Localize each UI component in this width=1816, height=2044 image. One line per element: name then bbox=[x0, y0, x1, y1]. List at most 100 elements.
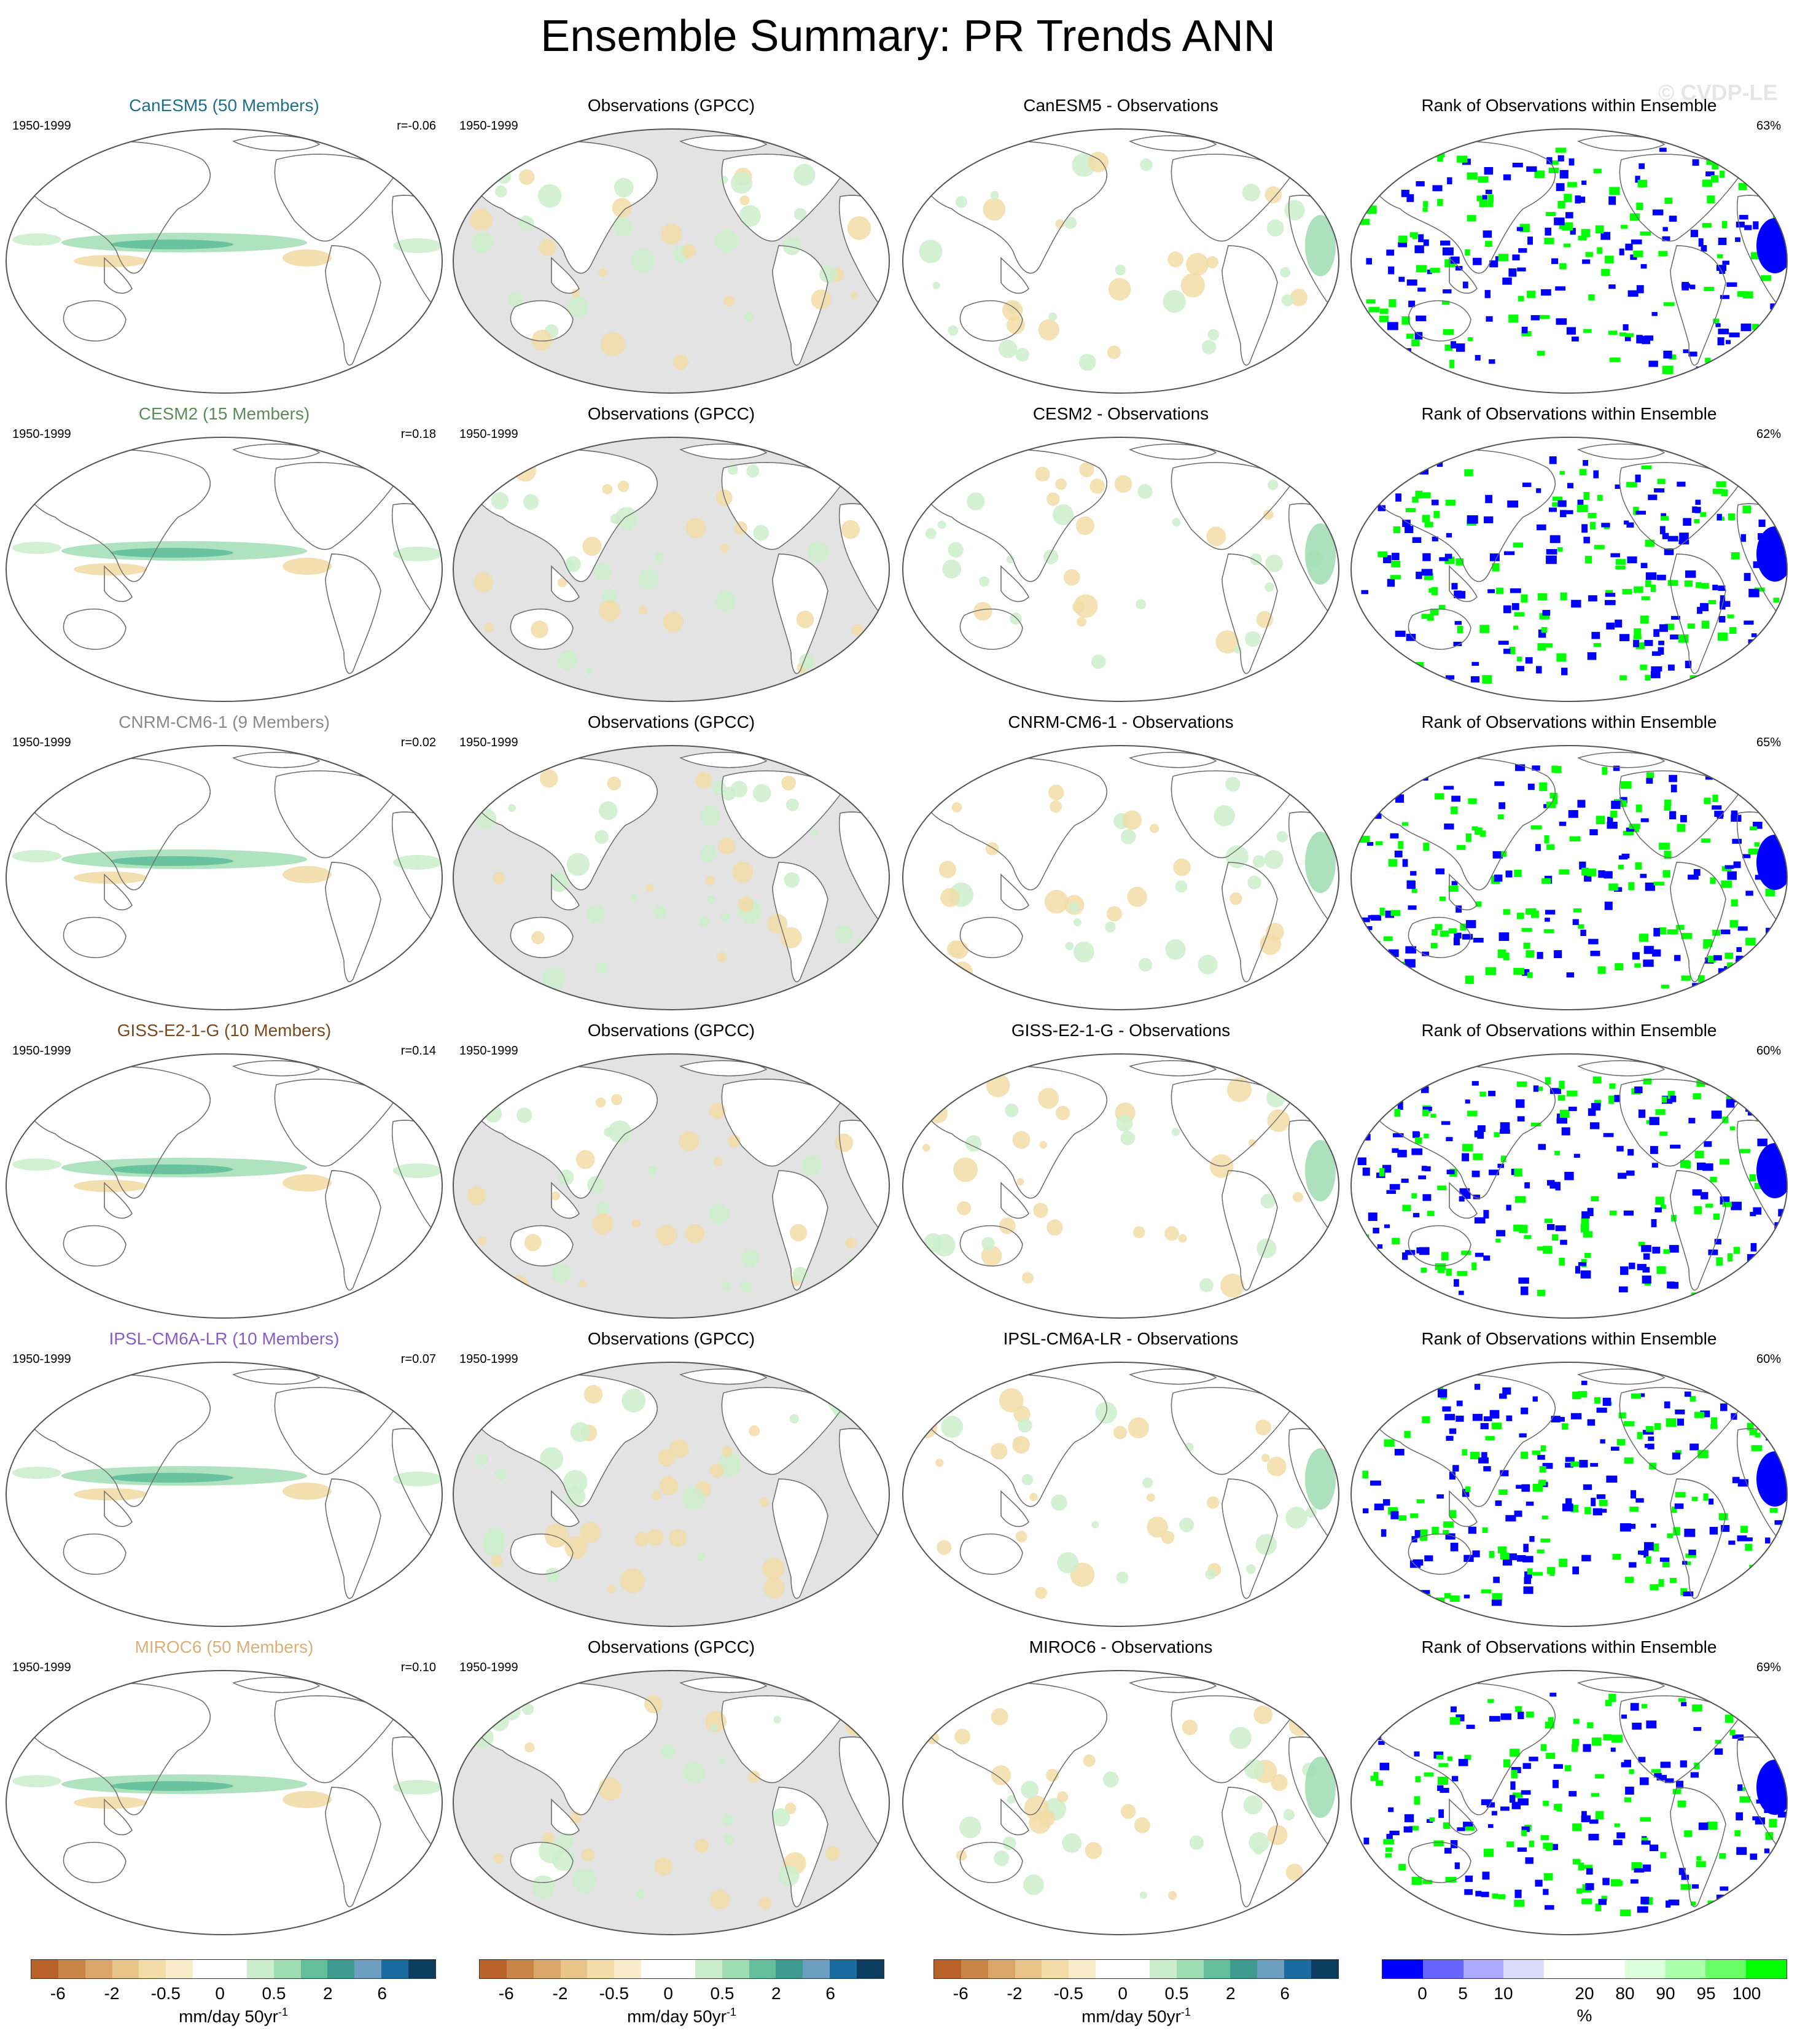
colorbar-swatch bbox=[533, 1960, 561, 1978]
colorbar-swatch bbox=[354, 1960, 382, 1978]
correlation-label: r=0.07 bbox=[400, 1352, 436, 1366]
obs-panel: Observations (GPCC) 1950-1999 bbox=[447, 1325, 895, 1632]
rank-panel: Rank of Observations within Ensemble 60% bbox=[1345, 1325, 1793, 1632]
rank-panel-title: Rank of Observations within Ensemble bbox=[1421, 712, 1717, 731]
obs-panel: Observations (GPCC) 1950-1999 bbox=[447, 1017, 895, 1324]
colorbar-swatch bbox=[85, 1960, 112, 1978]
page-title: Ensemble Summary: PR Trends ANN bbox=[540, 12, 1276, 61]
model-panel-title: CNRM-CM6-1 (9 Members) bbox=[119, 712, 330, 731]
colorbar-swatch bbox=[327, 1960, 355, 1978]
colorbar-swatch bbox=[560, 1960, 588, 1978]
period-label: 1950-1999 bbox=[12, 1661, 71, 1674]
rank-map bbox=[1350, 1362, 1788, 1627]
colorbar-tick: 0.5 bbox=[710, 1984, 735, 2003]
diff-map bbox=[902, 128, 1339, 394]
correlation-label: r=0.02 bbox=[400, 736, 436, 749]
diff-map bbox=[902, 745, 1339, 1010]
diff-map bbox=[902, 437, 1339, 702]
colorbar-tick: 0.5 bbox=[1164, 1984, 1189, 2003]
colorbar-swatch bbox=[480, 1960, 507, 1978]
period-label: 1950-1999 bbox=[459, 119, 518, 133]
colorbar-swatch bbox=[1203, 1960, 1231, 1978]
rank-map bbox=[1350, 745, 1788, 1010]
model-panel: CanESM5 (50 Members) 1950-1999 r=-0.06 bbox=[0, 92, 448, 399]
colorbar-tick: 2 bbox=[322, 1984, 333, 2003]
colorbar: -6 -2 -0.5 0 0.5 2 6 mm/day 50yr-1 bbox=[31, 1959, 436, 2027]
colorbar-swatch bbox=[722, 1960, 749, 1978]
diff-panel-title: CNRM-CM6-1 - Observations bbox=[1008, 712, 1234, 731]
diff-panel-title: CanESM5 - Observations bbox=[1023, 96, 1218, 115]
colorbar-tick: 0 bbox=[1118, 1984, 1128, 2003]
obs-panel-title: Observations (GPCC) bbox=[587, 1329, 755, 1348]
model-panel-title: CESM2 (15 Members) bbox=[138, 404, 310, 423]
rank-percent: 60% bbox=[1756, 1352, 1781, 1366]
colorbar-swatch bbox=[1544, 1960, 1584, 1978]
colorbar-tick: -0.5 bbox=[1053, 1984, 1083, 2003]
period-label: 1950-1999 bbox=[12, 119, 71, 133]
colorbar-tick: 6 bbox=[825, 1984, 836, 2003]
colorbar-tick: -2 bbox=[104, 1984, 120, 2003]
colorbar-swatch bbox=[749, 1960, 776, 1978]
colorbar-swatch bbox=[166, 1960, 193, 1978]
colorbar-tick: 80 bbox=[1615, 1984, 1635, 2003]
panel-row: CESM2 (15 Members) 1950-1999 r=0.18 Observa… bbox=[0, 400, 1816, 708]
colorbar-tick: 90 bbox=[1656, 1984, 1675, 2003]
rank-percent: 69% bbox=[1756, 1661, 1781, 1674]
colorbar-swatch bbox=[641, 1960, 669, 1978]
period-label: 1950-1999 bbox=[12, 1044, 71, 1058]
colorbar-swatch bbox=[857, 1960, 884, 1978]
colorbar-swatch bbox=[1665, 1960, 1706, 1978]
colorbar-swatch bbox=[58, 1960, 85, 1978]
obs-panel: Observations (GPCC) 1950-1999 bbox=[447, 92, 895, 399]
panel-row: MIROC6 (50 Members) 1950-1999 r=0.10 Observ… bbox=[0, 1634, 1816, 1941]
colorbar-tick: 100 bbox=[1732, 1984, 1761, 2003]
colorbar-swatch bbox=[1624, 1960, 1666, 1978]
colorbar-units: mm/day 50yr-1 bbox=[1081, 2006, 1191, 2026]
colorbar-swatch bbox=[1422, 1960, 1463, 1978]
model-panel-title: MIROC6 (50 Members) bbox=[134, 1637, 314, 1656]
colorbar-swatch bbox=[1015, 1960, 1042, 1978]
obs-panel: Observations (GPCC) 1950-1999 bbox=[447, 709, 895, 1016]
panel-row: GISS-E2-1-G (10 Members) 1950-1999 r=0.14 O… bbox=[0, 1017, 1816, 1324]
period-label: 1950-1999 bbox=[459, 1044, 518, 1058]
colorbar-tick: 10 bbox=[1494, 1984, 1513, 2003]
colorbar-swatch bbox=[31, 1960, 58, 1978]
colorbar-swatch bbox=[1463, 1960, 1504, 1978]
colorbar-swatch bbox=[1096, 1960, 1123, 1978]
obs-panel-title: Observations (GPCC) bbox=[587, 1637, 755, 1656]
colorbar-swatch bbox=[587, 1960, 615, 1978]
colorbar: -6 -2 -0.5 0 0.5 2 6 mm/day 50yr-1 bbox=[479, 1959, 884, 2027]
rank-panel: Rank of Observations within Ensemble 65% bbox=[1345, 709, 1793, 1016]
colorbar-tick: -6 bbox=[50, 1984, 66, 2003]
rank-percent: 65% bbox=[1756, 736, 1781, 749]
colorbar-swatch bbox=[1284, 1960, 1312, 1978]
panel-row: CanESM5 (50 Members) 1950-1999 r=-0.06 Obse… bbox=[0, 92, 1816, 399]
model-panel-title: CanESM5 (50 Members) bbox=[129, 96, 319, 115]
colorbar-tick: 0 bbox=[663, 1984, 674, 2003]
colorbar-swatch bbox=[776, 1960, 803, 1978]
rank-panel-title: Rank of Observations within Ensemble bbox=[1421, 1637, 1717, 1656]
colorbar-tick: 20 bbox=[1575, 1984, 1594, 2003]
rank-percent: 63% bbox=[1756, 119, 1781, 133]
correlation-label: r=0.18 bbox=[400, 427, 436, 441]
colorbar-swatch bbox=[220, 1960, 247, 1978]
panel-row: IPSL-CM6A-LR (10 Members) 1950-1999 r=0.07… bbox=[0, 1325, 1816, 1632]
rank-map bbox=[1350, 1670, 1788, 1935]
colorbar-swatch bbox=[300, 1960, 328, 1978]
diff-panel: GISS-E2-1-G - Observations bbox=[897, 1017, 1345, 1324]
obs-panel-title: Observations (GPCC) bbox=[587, 712, 755, 731]
model-panel: GISS-E2-1-G (10 Members) 1950-1999 r=0.14 bbox=[0, 1017, 448, 1324]
period-label: 1950-1999 bbox=[459, 427, 518, 441]
colorbar-swatch bbox=[1584, 1960, 1625, 1978]
rank-panel: Rank of Observations within Ensemble 62% bbox=[1345, 400, 1793, 708]
obs-map bbox=[453, 437, 890, 702]
diff-panel: IPSL-CM6A-LR - Observations bbox=[897, 1325, 1345, 1632]
obs-map bbox=[453, 1053, 890, 1319]
colorbar-tick: -2 bbox=[552, 1984, 568, 2003]
colorbar-swatch bbox=[1705, 1960, 1747, 1978]
colorbar-swatch bbox=[1503, 1960, 1545, 1978]
model-panel: CNRM-CM6-1 (9 Members) 1950-1999 r=0.02 bbox=[0, 709, 448, 1016]
colorbar-swatch bbox=[614, 1960, 642, 1978]
obs-map bbox=[453, 745, 890, 1010]
model-map bbox=[6, 1670, 443, 1935]
